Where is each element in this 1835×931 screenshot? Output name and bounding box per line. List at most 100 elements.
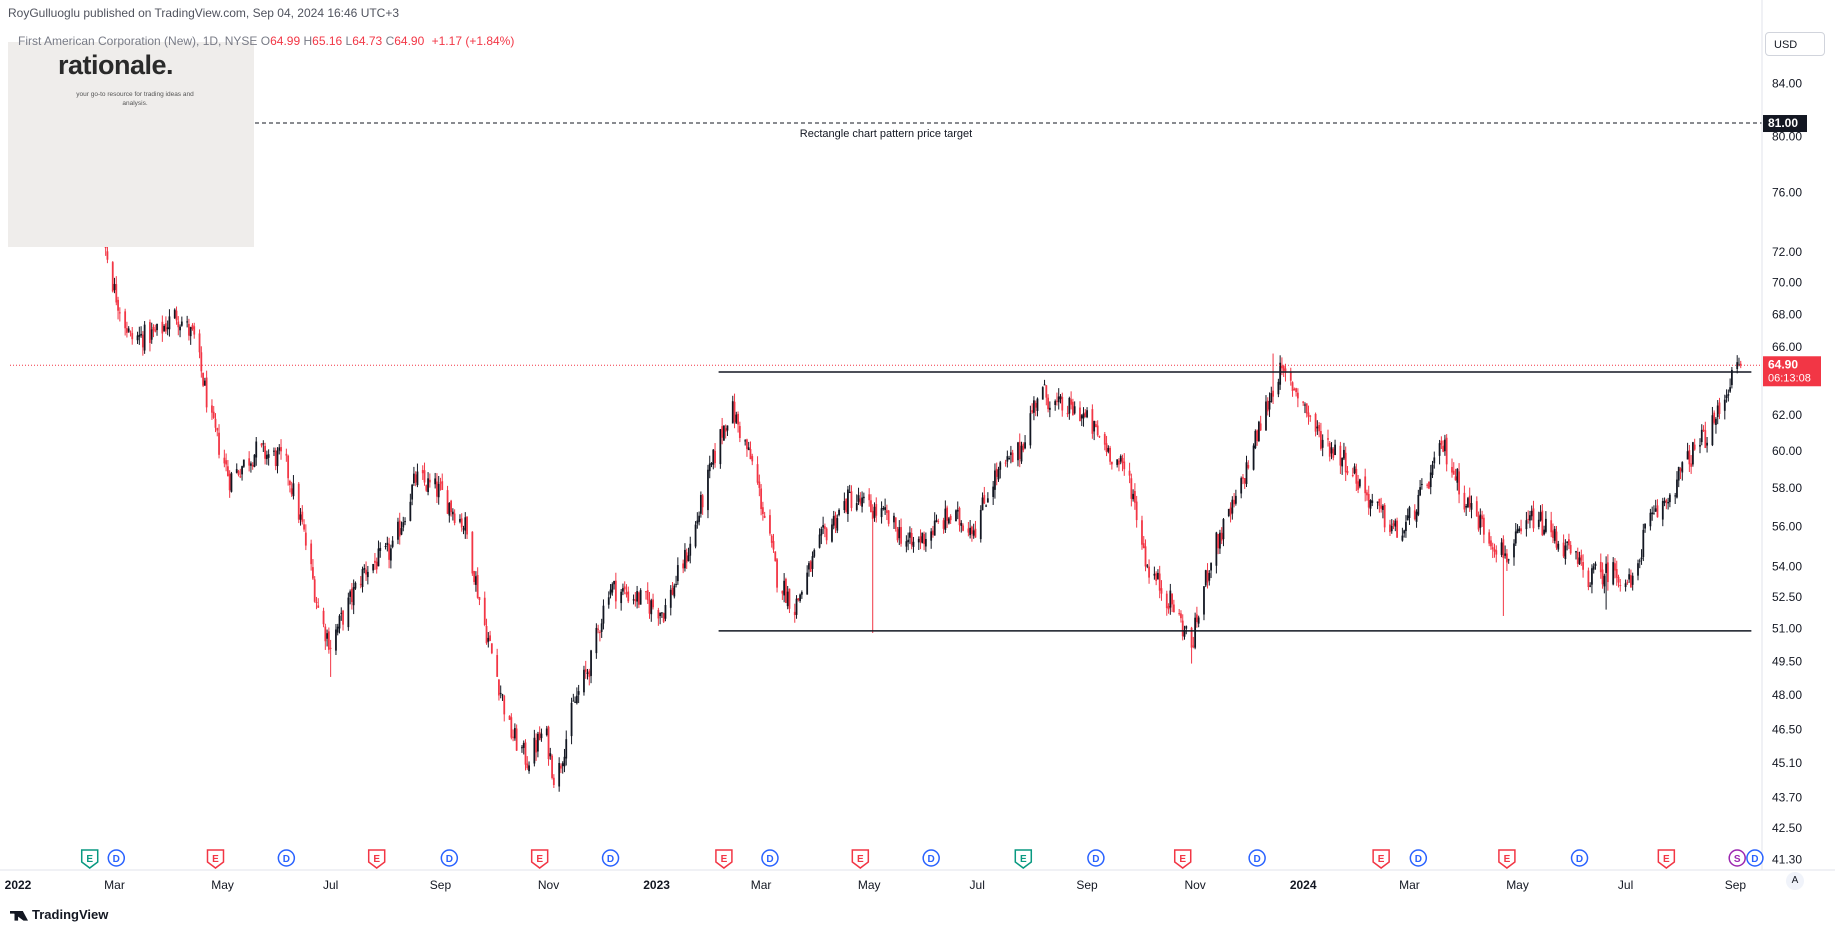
- candle-body: [1599, 561, 1602, 573]
- candle: [749, 441, 752, 460]
- candle-body: [124, 311, 127, 329]
- candle-body: [312, 567, 314, 579]
- candle: [995, 462, 998, 486]
- x-tick-label: Nov: [538, 878, 559, 892]
- candle-body: [499, 692, 502, 694]
- candle-body: [453, 513, 456, 524]
- candle-body: [262, 443, 265, 445]
- candle-body: [1270, 393, 1273, 402]
- event-marker-D[interactable]: D: [1409, 849, 1428, 867]
- candle-body: [565, 739, 568, 759]
- candle-body: [1465, 505, 1468, 508]
- event-marker-D[interactable]: D: [1746, 849, 1764, 867]
- price-axis[interactable]: 84.00 80.00 76.00 72.00 70.00 68.00 66.00 62.00…: [1761, 0, 1821, 870]
- candle: [1637, 559, 1639, 581]
- x-tick-label: 2022: [5, 878, 32, 892]
- candle-body: [800, 592, 803, 595]
- candle: [862, 492, 865, 504]
- event-marker-E[interactable]: E: [1014, 849, 1033, 869]
- candle: [1181, 614, 1184, 641]
- event-marker-E[interactable]: E: [715, 849, 733, 869]
- candle: [163, 324, 166, 333]
- dividend-icon: [601, 849, 620, 867]
- candle-body: [1541, 510, 1544, 536]
- symbol-name[interactable]: First American Corporation (New), 1D, NY…: [18, 34, 258, 48]
- event-marker-D[interactable]: D: [107, 849, 126, 867]
- candle: [983, 486, 986, 505]
- candle-body: [1661, 501, 1664, 520]
- candle: [1686, 442, 1689, 460]
- event-marker-E[interactable]: E: [1498, 849, 1516, 869]
- candle-body: [1369, 500, 1372, 509]
- candle-body: [586, 672, 589, 674]
- candle-body: [1006, 456, 1009, 462]
- event-marker-E[interactable]: E: [851, 849, 870, 869]
- event-marker-D[interactable]: D: [761, 849, 779, 867]
- time-axis[interactable]: 2022 Mar May Jul Sep Nov 2023 Mar May Jul Sep Nov 20…: [0, 869, 1835, 892]
- candle-body: [850, 491, 853, 508]
- candle: [1389, 519, 1391, 536]
- candle: [873, 502, 876, 522]
- candle-body: [634, 599, 637, 602]
- event-marker-E[interactable]: E: [206, 849, 225, 869]
- candle-body: [620, 591, 623, 604]
- target-price-label: 81.00: [1768, 116, 1798, 130]
- candle-body: [350, 588, 353, 603]
- candle: [1676, 471, 1678, 499]
- candle-body: [909, 532, 911, 538]
- candle-body: [774, 551, 777, 562]
- event-marker-D[interactable]: D: [601, 849, 620, 867]
- event-marker-letter: E: [857, 854, 864, 865]
- event-marker-D[interactable]: D: [1248, 849, 1266, 867]
- x-tick-label: Sep: [430, 878, 452, 892]
- currency-button[interactable]: USD: [1765, 32, 1825, 56]
- candle-body: [173, 309, 176, 319]
- event-marker-E[interactable]: E: [530, 849, 549, 869]
- event-marker-E[interactable]: E: [1173, 849, 1192, 869]
- candle: [1553, 526, 1556, 544]
- tradingview-brand[interactable]: TradingView: [10, 907, 108, 922]
- event-marker-E[interactable]: E: [80, 849, 99, 869]
- candle: [1103, 431, 1106, 451]
- candle: [1034, 400, 1037, 417]
- event-marker-E[interactable]: E: [1372, 849, 1390, 869]
- event-marker-D[interactable]: D: [1570, 849, 1589, 867]
- candle-body: [1413, 510, 1416, 520]
- event-marker-S[interactable]: S: [1728, 849, 1746, 867]
- event-marker-D[interactable]: D: [1087, 849, 1105, 867]
- event-marker-E[interactable]: E: [1657, 849, 1676, 869]
- candle-body: [1677, 467, 1680, 481]
- candle-body: [138, 334, 141, 337]
- candle: [1272, 353, 1274, 405]
- candle-body: [884, 507, 887, 511]
- event-marker-letter: D: [446, 854, 453, 865]
- event-marker-D[interactable]: D: [277, 849, 296, 867]
- candle: [188, 318, 190, 341]
- candle: [646, 582, 649, 604]
- candle: [1654, 499, 1657, 513]
- autoscale-button[interactable]: A: [1786, 872, 1804, 890]
- candle: [211, 399, 213, 420]
- x-tick-label: Sep: [1725, 878, 1747, 892]
- candle: [985, 504, 987, 508]
- candle: [118, 307, 121, 322]
- candle-body: [1222, 519, 1225, 540]
- candle: [675, 575, 677, 588]
- candle-body: [547, 726, 550, 760]
- event-marker-E[interactable]: E: [367, 849, 386, 869]
- event-marker-D[interactable]: D: [440, 849, 459, 867]
- candle: [1532, 500, 1535, 532]
- candle: [446, 485, 449, 515]
- candle: [250, 461, 252, 473]
- event-marker-D[interactable]: D: [922, 849, 940, 867]
- candle: [1022, 442, 1025, 453]
- candle-body: [723, 425, 725, 441]
- candle: [595, 623, 598, 659]
- candle-body: [873, 506, 876, 518]
- candle: [113, 277, 116, 294]
- candle-body: [451, 511, 454, 515]
- symbol-ohlc-bar[interactable]: First American Corporation (New), 1D, NY…: [18, 34, 514, 48]
- change-value: +1.17 (+1.84%): [431, 34, 515, 48]
